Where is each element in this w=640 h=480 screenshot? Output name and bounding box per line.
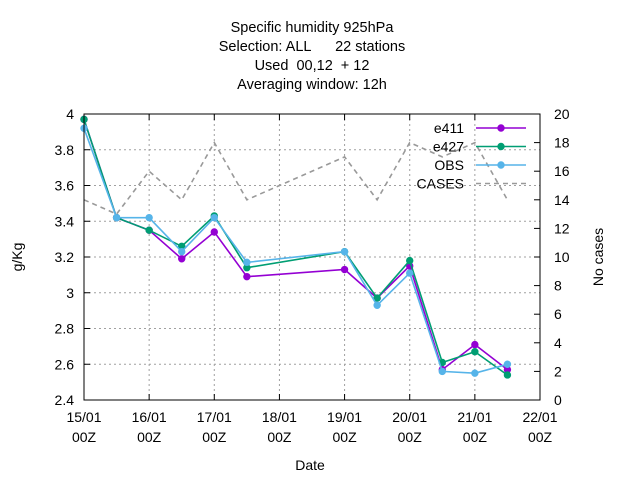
data-point-obs	[243, 258, 251, 267]
axis-ticks: 15/01 00Z 16/01 00Z 17/01 00Z 18/01 00Z 19/01 00Z…	[55, 106, 570, 445]
title-line-3: Used 00,12 + 12	[255, 58, 370, 74]
y-tick-label: 3.2	[55, 249, 75, 265]
x-axis-label: Date	[295, 457, 325, 473]
series-line-e427	[83, 119, 508, 376]
x-tick-label-time: 00Z	[267, 429, 292, 445]
data-point-obs	[471, 369, 479, 377]
y2-tick-label: 14	[554, 192, 570, 208]
data-point-obs	[112, 213, 121, 222]
x-tick-label-time: 00Z	[137, 429, 162, 445]
legend-marker-e427	[497, 142, 505, 151]
data-point-obs	[340, 247, 349, 256]
y-tick-label: 3	[66, 285, 74, 301]
x-tick-label-time: 00Z	[72, 429, 97, 445]
data-point-e427	[471, 348, 479, 356]
y-tick-label: 4	[66, 106, 74, 122]
legend-label-cases: CASES	[417, 176, 464, 192]
data-point-obs	[406, 269, 414, 277]
x-tick-label-time: 00Z	[528, 429, 553, 445]
grid	[84, 114, 540, 400]
data-point-e427	[406, 256, 414, 265]
x-tick-label-date: 20/01	[392, 409, 427, 425]
data-point-obs	[503, 360, 512, 368]
data-point-e411	[243, 272, 251, 281]
y2-tick-label: 18	[554, 135, 570, 151]
x-tick-label-date: 16/01	[132, 409, 167, 425]
data-point-e427	[373, 294, 381, 302]
y2-tick-label: 20	[554, 106, 570, 122]
chart-title: Specific humidity 925hPa Selection: ALL …	[219, 20, 405, 93]
y-axis-label: g/Kg	[9, 243, 25, 272]
x-tick-label-date: 21/01	[457, 409, 492, 425]
legend-marker-obs	[497, 161, 505, 169]
data-point-e411	[340, 265, 349, 274]
x-tick-label-time: 00Z	[463, 429, 488, 445]
x-tick-label-time: 00Z	[398, 429, 423, 445]
y2-tick-label: 0	[554, 392, 562, 408]
data-point-e411	[210, 228, 218, 236]
data-point-e411	[178, 255, 186, 263]
data-point-obs	[145, 213, 153, 222]
y-tick-label: 2.8	[55, 321, 75, 337]
data-point-e411	[471, 340, 479, 349]
legend-label-e427: e427	[433, 139, 464, 155]
x-tick-label-date: 19/01	[327, 409, 362, 425]
y-tick-label: 3.4	[55, 213, 75, 229]
y2-axis-label: No cases	[590, 228, 606, 286]
x-tick-label-date: 18/01	[262, 409, 297, 425]
data-point-e427	[503, 371, 512, 379]
data-point-obs	[210, 213, 218, 222]
title-line-4: Averaging window: 12h	[237, 77, 387, 93]
y2-tick-label: 12	[554, 220, 570, 236]
data-point-obs	[178, 247, 186, 256]
data-point-obs	[373, 301, 381, 309]
data-point-e427	[145, 226, 153, 234]
y2-tick-label: 4	[554, 335, 562, 351]
data-point-obs	[438, 367, 446, 376]
legend-label-obs: OBS	[434, 157, 464, 173]
series-lines	[80, 115, 512, 379]
series-line-cases	[83, 140, 509, 216]
legend-marker-e411	[497, 124, 505, 132]
y2-tick-label: 8	[554, 278, 562, 294]
x-tick-label-date: 22/01	[522, 409, 557, 425]
legend-label-e411: e411	[434, 120, 464, 136]
title-line-2: Selection: ALL 22 stations	[219, 39, 405, 55]
legend: e411 e427 OBS CASES	[417, 120, 526, 192]
x-tick-label-date: 17/01	[197, 409, 232, 425]
title-line-1: Specific humidity 925hPa	[231, 20, 395, 36]
series-line-obs	[83, 128, 508, 375]
x-tick-label-date: 15/01	[66, 409, 101, 425]
x-tick-label-time: 00Z	[202, 429, 227, 445]
x-tick-label-time: 00Z	[333, 429, 358, 445]
y2-tick-label: 2	[554, 363, 562, 379]
y-tick-label: 3.6	[55, 178, 75, 194]
y2-tick-label: 6	[554, 306, 562, 322]
y-tick-label: 2.6	[55, 356, 75, 372]
y2-tick-label: 16	[554, 163, 570, 179]
y-tick-label: 3.8	[55, 142, 75, 158]
y2-tick-label: 10	[554, 249, 570, 265]
y-tick-label: 2.4	[55, 392, 75, 408]
